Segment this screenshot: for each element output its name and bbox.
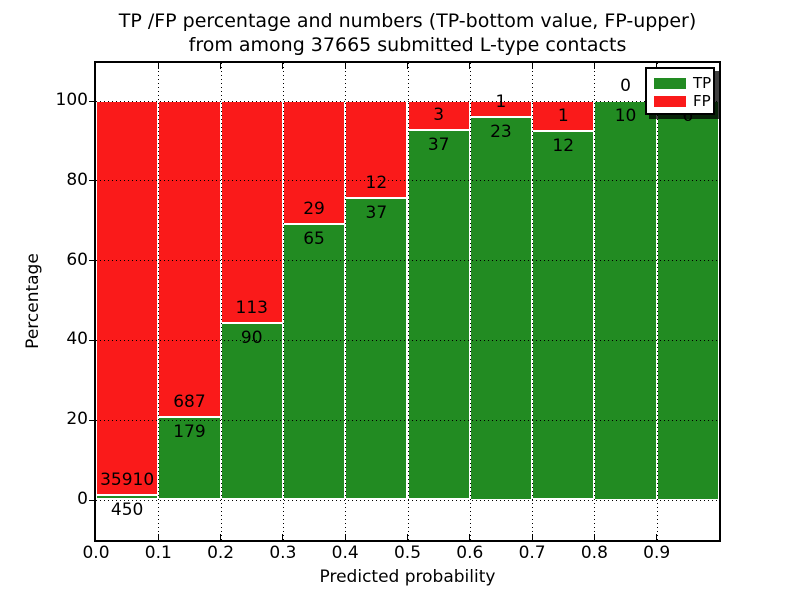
y-tick-mark: [89, 419, 95, 421]
bar-segment-tp: [345, 198, 408, 500]
gridline-vertical: [220, 63, 222, 540]
y-tick-mark: [89, 180, 95, 182]
bar-label-fp: 29: [303, 198, 325, 219]
x-tick-label: 0.0: [82, 543, 110, 563]
bar-segment-tp: [96, 494, 159, 500]
bar-label-fp: 113: [235, 297, 268, 318]
bar-segment-tp: [282, 223, 346, 500]
legend: TP FP: [645, 67, 715, 115]
x-tick-mark: [220, 63, 222, 69]
bar-label-tp: 37: [365, 203, 388, 224]
y-tick-label: 60: [66, 249, 88, 270]
bar-label-fp: 12: [365, 173, 388, 194]
gridline-vertical: [532, 63, 534, 540]
fp-swatch-icon: [654, 95, 686, 107]
gridline-vertical: [594, 63, 596, 540]
x-tick-label: 0.1: [144, 543, 172, 563]
x-tick-mark: [531, 534, 533, 540]
x-tick-mark: [344, 534, 346, 540]
plot-area: 3591045068717911390296512373371231120100…: [96, 63, 719, 540]
x-tick-mark: [157, 63, 159, 69]
y-tick-mark: [89, 100, 95, 102]
x-tick-label: 0.4: [331, 543, 359, 563]
y-tick-mark: [89, 339, 95, 341]
bar-segment-fp: [407, 100, 470, 131]
chart-title: TP /FP percentage and numbers (TP-bottom…: [96, 9, 719, 57]
x-tick-mark: [220, 534, 222, 540]
y-axis-label: Percentage: [23, 253, 43, 349]
legend-label-tp: TP: [693, 73, 712, 92]
y-tick-label: 20: [66, 409, 88, 430]
bar-segment-tp: [656, 100, 719, 500]
gridline-vertical: [656, 63, 658, 540]
x-tick-mark: [593, 534, 595, 540]
bar-segment-tp: [220, 322, 283, 500]
x-tick-mark: [656, 534, 658, 540]
bar-segment-fp: [158, 100, 221, 418]
chart-title-line1: TP /FP percentage and numbers (TP-bottom…: [118, 10, 697, 32]
gridline-vertical: [469, 63, 471, 540]
gridline-vertical: [282, 63, 284, 540]
bar-label-fp: 0: [620, 75, 631, 96]
x-tick-mark: [531, 63, 533, 69]
gridline-vertical: [158, 63, 160, 540]
bar-segment-tp: [594, 100, 657, 500]
x-tick-label: 0.7: [518, 543, 546, 563]
bar-segment-tp: [469, 117, 533, 500]
bar-label-tp: 23: [490, 122, 512, 143]
y-tick-mark: [89, 499, 95, 501]
legend-label-fp: FP: [693, 91, 711, 110]
bar-segment-tp: [532, 131, 595, 500]
y-tick-label: 100: [55, 90, 88, 110]
bar-label-fp: 1: [495, 92, 507, 113]
gridline-vertical: [345, 63, 347, 540]
bar-segment-fp: [220, 100, 283, 323]
bar-label-tp: 179: [173, 422, 206, 443]
bar-label-fp: 687: [173, 392, 206, 413]
x-tick-label: 0.8: [580, 543, 608, 563]
x-tick-mark: [656, 63, 658, 69]
x-tick-label: 0.6: [456, 543, 484, 563]
bar-label-fp: 35910: [100, 469, 155, 490]
x-tick-label: 0.9: [643, 543, 671, 563]
y-tick-mark: [89, 260, 95, 262]
x-tick-mark: [282, 63, 284, 69]
bar-label-tp: 90: [240, 327, 263, 348]
gridline-vertical: [407, 63, 409, 540]
bar-segment-tp: [158, 417, 221, 500]
legend-row-fp: FP: [647, 92, 713, 110]
x-tick-mark: [407, 534, 408, 540]
x-axis-label: Predicted probability: [319, 567, 496, 587]
x-tick-mark: [407, 63, 408, 69]
x-tick-label: 0.3: [269, 543, 297, 563]
bar-segment-tp: [407, 130, 470, 500]
bar-label-tp: 450: [110, 499, 144, 520]
x-tick-mark: [344, 63, 346, 69]
tp-swatch-icon: [654, 77, 686, 89]
y-tick-label: 40: [66, 329, 88, 350]
x-tick-mark: [469, 63, 471, 69]
bar-label-fp: 3: [433, 105, 445, 126]
x-tick-label: 0.2: [207, 543, 235, 563]
x-tick-label: 0.5: [393, 543, 422, 563]
bar-segment-fp: [96, 100, 159, 495]
x-tick-mark: [469, 534, 471, 540]
bar-label-tp: 65: [303, 228, 325, 249]
y-tick-label: 0: [77, 489, 88, 509]
x-tick-mark: [282, 534, 284, 540]
bar-label-tp: 6: [682, 105, 694, 126]
bar-label-tp: 12: [552, 136, 575, 157]
bar-label-fp: 1: [557, 106, 569, 127]
bar-label-tp: 37: [427, 135, 450, 156]
x-tick-mark: [157, 534, 159, 540]
x-tick-mark: [593, 63, 595, 69]
bar-label-tp: 10: [614, 105, 637, 126]
legend-row-tp: TP: [647, 74, 713, 92]
y-tick-label: 80: [66, 169, 88, 190]
chart-title-line2: from among 37665 submitted L-type contac…: [188, 34, 627, 56]
